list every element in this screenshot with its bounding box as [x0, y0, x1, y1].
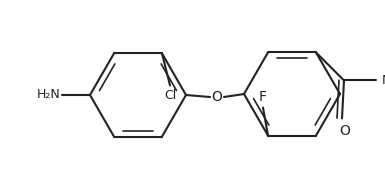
Text: F: F	[259, 90, 267, 104]
Text: Cl: Cl	[164, 89, 176, 102]
Text: O: O	[340, 124, 350, 138]
Text: O: O	[212, 90, 223, 104]
Text: H₂N: H₂N	[36, 88, 60, 101]
Text: NH₂: NH₂	[382, 74, 385, 87]
